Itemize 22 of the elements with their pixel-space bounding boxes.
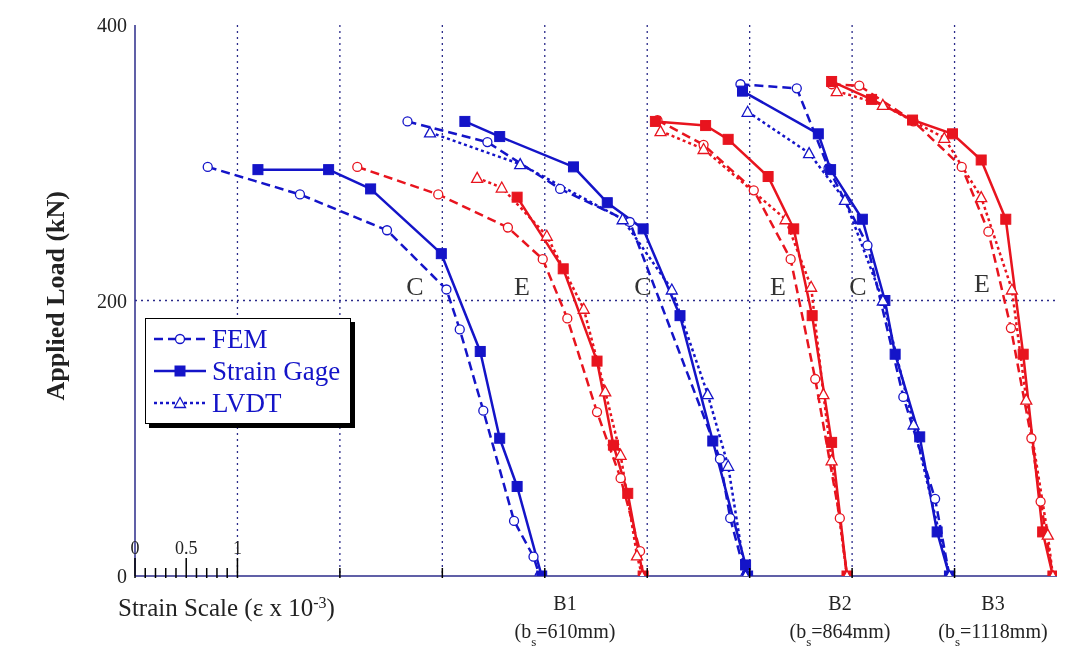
annotation: E (514, 272, 530, 301)
annotation: C (406, 272, 424, 301)
annotation: E (770, 272, 786, 301)
x-tick-label: 0.5 (174, 538, 198, 558)
text: (b$_{s}$=610mm) (514, 620, 616, 649)
legend-label: FEM (212, 323, 268, 355)
annotation: C (634, 272, 652, 301)
y-axis-title: Applied Load (kN) (41, 191, 71, 401)
text: B1 (553, 592, 577, 614)
y-tick-label: 400 (97, 14, 127, 37)
text: B3 (981, 592, 1005, 614)
text: B2 (828, 592, 852, 614)
legend-label: LVDT (212, 387, 282, 419)
text: (b$_{s}$=864mm) (789, 620, 891, 649)
x-tick-label: 1 (232, 538, 242, 558)
y-tick-label: 200 (97, 289, 127, 312)
y-tick-label: 0 (117, 565, 127, 588)
text: (b$_{s}$=1118mm) (938, 620, 1048, 649)
legend-label: Strain Gage (212, 355, 341, 387)
x-axis-title: Strain Scale (ε x 10$^{-3}$) (118, 593, 335, 622)
annotation: E (974, 269, 990, 298)
annotation: C (849, 272, 867, 301)
